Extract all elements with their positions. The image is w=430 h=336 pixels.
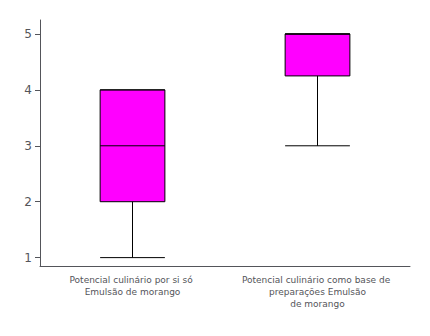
svg-text:4: 4 (24, 83, 32, 97)
svg-text:Potencial culinário por si só: Potencial culinário por si só (69, 275, 195, 285)
svg-text:Potencial culinário como base: Potencial culinário como base de (242, 275, 393, 285)
svg-text:3: 3 (24, 139, 32, 153)
svg-text:1: 1 (24, 251, 32, 265)
svg-text:5: 5 (24, 27, 32, 41)
svg-text:preparações Emulsão: preparações Emulsão (269, 287, 367, 297)
svg-text:2: 2 (24, 195, 32, 209)
svg-text:Emulsão de morango: Emulsão de morango (85, 287, 181, 297)
svg-text:de morango: de morango (290, 299, 345, 309)
